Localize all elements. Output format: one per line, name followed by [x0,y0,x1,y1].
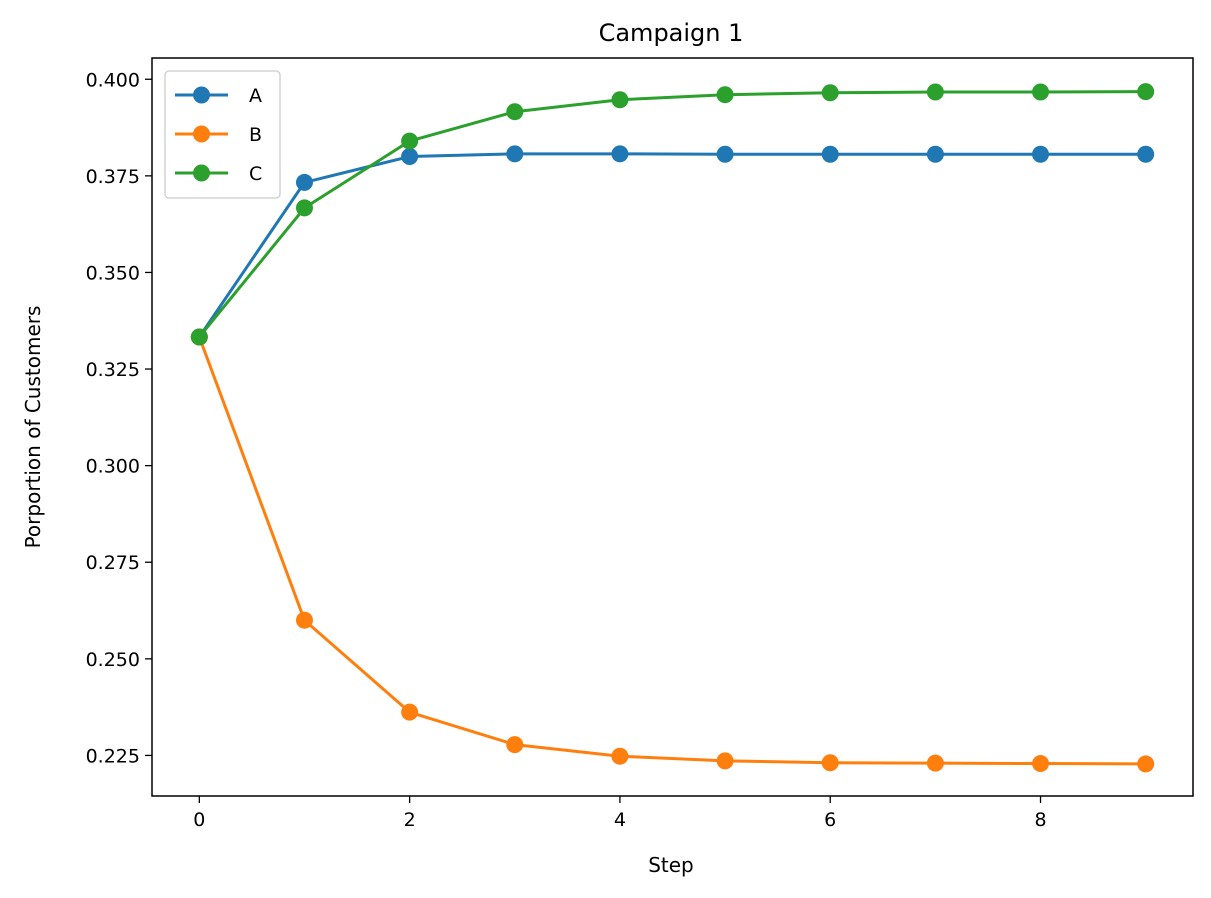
legend-label: A [249,85,262,107]
x-tick-label: 4 [614,809,626,831]
y-tick-label: 0.400 [86,69,140,91]
legend-swatch-marker [193,125,210,143]
y-tick-label: 0.275 [86,552,140,574]
data-point-B [821,754,839,772]
y-axis-title: Porportion of Customers [21,306,45,549]
x-tick-label: 2 [404,809,416,831]
series-line-A [198,152,1146,338]
data-point-A [611,145,629,163]
data-point-B [1032,755,1050,773]
legend-swatch-marker [193,164,210,182]
legend-item-A: A [175,85,262,107]
legend: ABC [164,70,281,199]
legend-label: B [249,124,262,146]
y-tick-label: 0.375 [86,166,140,188]
x-tick-label: 8 [1034,809,1046,831]
x-tick-label: 6 [824,809,836,831]
data-point-B [926,754,944,772]
data-point-B [401,703,419,721]
legend-label: C [249,163,262,185]
data-point-C [926,83,944,101]
data-point-C [611,91,629,109]
x-axis-title: Step [648,853,694,877]
x-tick-label: 0 [193,809,205,831]
series-C [190,83,1155,346]
data-point-C [295,199,313,217]
series-line-C [198,90,1146,338]
y-axis: 0.225 0.250 0.275 0.300 0.325 0.350 0.375 0.400 [86,69,152,767]
data-point-C [821,84,839,102]
data-point-A [506,145,524,163]
series-B [190,328,1155,773]
plot-frame [151,57,1194,797]
series-A [190,145,1155,346]
legend-item-B: B [175,124,262,146]
data-point-B [716,752,734,770]
data-point-C [716,86,734,104]
data-point-A [295,173,313,191]
data-point-C [1032,83,1050,101]
y-tick-label: 0.300 [86,456,140,478]
y-tick-label: 0.325 [86,359,140,381]
data-point-A [1032,145,1050,163]
data-point-C [506,103,524,121]
legend-swatch-marker [193,86,210,104]
y-tick-label: 0.250 [86,649,140,671]
data-point-A [1137,145,1155,163]
x-axis: 0 2 4 6 8 [193,796,1047,831]
legend-item-C: C [175,163,262,185]
data-point-B [506,736,524,754]
data-point-A [401,148,419,166]
y-tick-label: 0.350 [86,262,140,284]
data-point-B [611,747,629,765]
data-point-A [716,145,734,163]
plot-area [190,83,1155,773]
y-tick-label: 0.225 [86,745,140,767]
chart-title: Campaign 1 [599,19,744,47]
data-point-B [295,611,313,629]
data-point-C [190,328,208,346]
data-point-A [821,145,839,163]
data-point-B [1137,755,1155,773]
data-point-A [926,145,944,163]
data-point-C [1137,83,1155,101]
series-line-B [197,336,1146,766]
data-point-C [401,132,419,150]
